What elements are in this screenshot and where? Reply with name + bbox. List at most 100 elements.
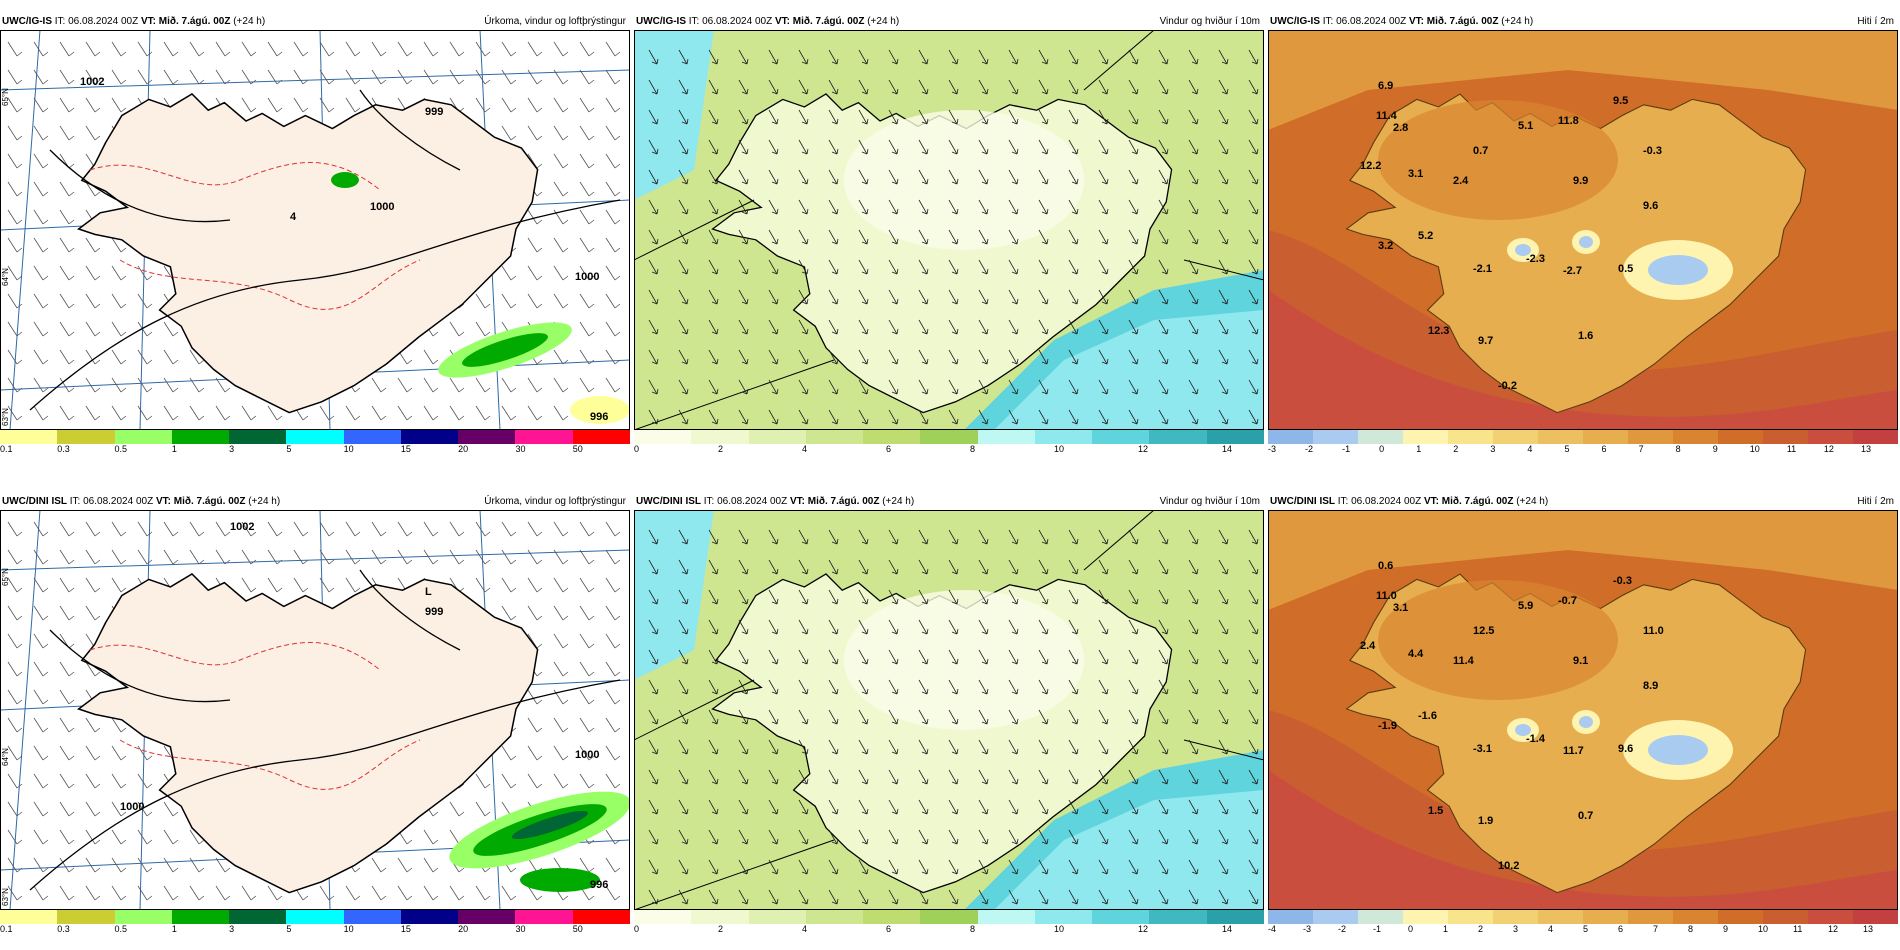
- wind-arrow-icon: [1188, 259, 1199, 275]
- wind-arrow-icon: [1008, 349, 1019, 365]
- wind-arrow-icon: [648, 229, 659, 245]
- colorbar-tick: 14: [1222, 924, 1233, 934]
- wind-barb-icon: [475, 549, 491, 565]
- wind-arrow-icon: [708, 799, 719, 815]
- wind-arrow-icon: [798, 199, 809, 215]
- wind-arrow-icon: [678, 889, 689, 905]
- wind-arrow-icon: [1038, 289, 1049, 305]
- map-panel-bot-precip: UWC/DINI ISL IT: 06.08.2024 00Z VT: Mið.…: [0, 494, 630, 950]
- wind-arrow-icon: [1098, 889, 1109, 905]
- wind-arrow-icon: [1248, 259, 1259, 275]
- wind-arrow-icon: [888, 259, 899, 275]
- colorbar-swatch: [1673, 430, 1718, 444]
- wind-arrow-icon: [648, 199, 659, 215]
- wind-barb-icon: [345, 69, 361, 85]
- wind-barb-icon: [85, 125, 101, 141]
- wind-barb-icon: [319, 69, 335, 85]
- wind-arrow-icon: [1218, 139, 1229, 155]
- wind-barb-icon: [7, 689, 23, 705]
- colorbar-swatch: [1808, 430, 1853, 444]
- wind-arrow-icon: [738, 319, 749, 335]
- wind-barb-icon: [59, 265, 75, 281]
- wind-arrow-icon: [1038, 739, 1049, 755]
- wind-barb-icon: [33, 181, 49, 197]
- wind-arrow-icon: [1248, 619, 1259, 635]
- wind-arrow-icon: [978, 589, 989, 605]
- wind-arrow-icon: [918, 199, 929, 215]
- temperature-value: 10.2: [1498, 860, 1519, 872]
- wind-barb-icon: [501, 745, 517, 761]
- colorbar-tick: 7: [1653, 924, 1659, 934]
- wind-arrow-icon: [1158, 889, 1169, 905]
- wind-barb-icon: [423, 829, 439, 845]
- colorbar-tick: 2: [1453, 444, 1459, 454]
- wind-barb-icon: [293, 549, 309, 565]
- wind-barb-icon: [475, 773, 491, 789]
- wind-arrow-icon: [1098, 169, 1109, 185]
- colorbar-swatch: [691, 910, 749, 924]
- wind-barb-icon: [33, 69, 49, 85]
- colorbar-tick: 7: [1638, 444, 1644, 454]
- isobar-label: 1000: [370, 201, 394, 213]
- wind-barb-icon: [475, 321, 491, 337]
- wind-barb-icon: [579, 265, 595, 281]
- wind-arrow-icon: [888, 169, 899, 185]
- wind-barb-icon: [189, 885, 205, 901]
- wind-barb-icon: [527, 405, 543, 421]
- wind-arrow-icon: [1158, 289, 1169, 305]
- colorbar-tick: 5: [286, 924, 292, 934]
- colorbar-swatch: [634, 430, 692, 444]
- wind-barb-icon: [189, 521, 205, 537]
- wind-barb-icon: [449, 69, 465, 85]
- wind-barb-icon: [397, 857, 413, 873]
- wind-barb-icon: [605, 349, 621, 365]
- wind-barb-icon: [423, 349, 439, 365]
- wind-arrow-icon: [1218, 259, 1229, 275]
- wind-barb-icon: [345, 577, 361, 593]
- wind-arrow-icon: [828, 139, 839, 155]
- wind-barb-icon: [33, 125, 49, 141]
- wind-barb-icon: [319, 549, 335, 565]
- wind-barb-icon: [527, 377, 543, 393]
- wind-arrow-icon: [1038, 79, 1049, 95]
- map-panel-bot-temp: UWC/DINI ISL IT: 06.08.2024 00Z VT: Mið.…: [1268, 494, 1898, 950]
- wind-arrow-icon: [1188, 379, 1199, 395]
- wind-arrow-icon: [1038, 799, 1049, 815]
- wind-arrow-icon: [858, 259, 869, 275]
- wind-barb-icon: [423, 857, 439, 873]
- wind-arrow-icon: [1188, 619, 1199, 635]
- wind-barb-icon: [605, 293, 621, 309]
- wind-arrow-icon: [1098, 379, 1109, 395]
- wind-barb-icon: [579, 661, 595, 677]
- temperature-value: 9.5: [1613, 95, 1628, 107]
- wind-arrow-icon: [948, 799, 959, 815]
- wind-arrow-icon: [1218, 199, 1229, 215]
- wind-barb-icon: [553, 349, 569, 365]
- colorbar-tick: 10: [1054, 444, 1065, 454]
- wind-arrow-icon: [1158, 619, 1169, 635]
- init-time: IT: 06.08.2024 00Z: [69, 496, 154, 507]
- wind-arrow-icon: [1248, 649, 1259, 665]
- wind-barb-icon: [579, 293, 595, 309]
- wind-arrow-icon: [678, 259, 689, 275]
- temperature-value: 2.4: [1360, 640, 1376, 652]
- wind-arrow-icon: [1128, 739, 1139, 755]
- wind-barb-icon: [423, 549, 439, 565]
- wind-arrow-icon: [738, 589, 749, 605]
- wind-arrow-icon: [828, 289, 839, 305]
- wind-barb-icon: [579, 773, 595, 789]
- wind-arrow-icon: [918, 589, 929, 605]
- colorbar-tick: 2: [718, 924, 724, 934]
- wind-arrow-icon: [828, 709, 839, 725]
- wind-arrow-icon: [708, 109, 719, 125]
- wind-arrow-icon: [1188, 769, 1199, 785]
- wind-barb-icon: [85, 293, 101, 309]
- wind-barb-icon: [59, 293, 75, 309]
- wind-barb-icon: [33, 801, 49, 817]
- wind-barb-icon: [85, 41, 101, 57]
- wind-barb-icon: [85, 549, 101, 565]
- wind-arrow-icon: [948, 319, 959, 335]
- wind-arrow-icon: [1158, 349, 1169, 365]
- wind-arrow-icon: [1098, 529, 1109, 545]
- colorbar-swatch: [748, 910, 806, 924]
